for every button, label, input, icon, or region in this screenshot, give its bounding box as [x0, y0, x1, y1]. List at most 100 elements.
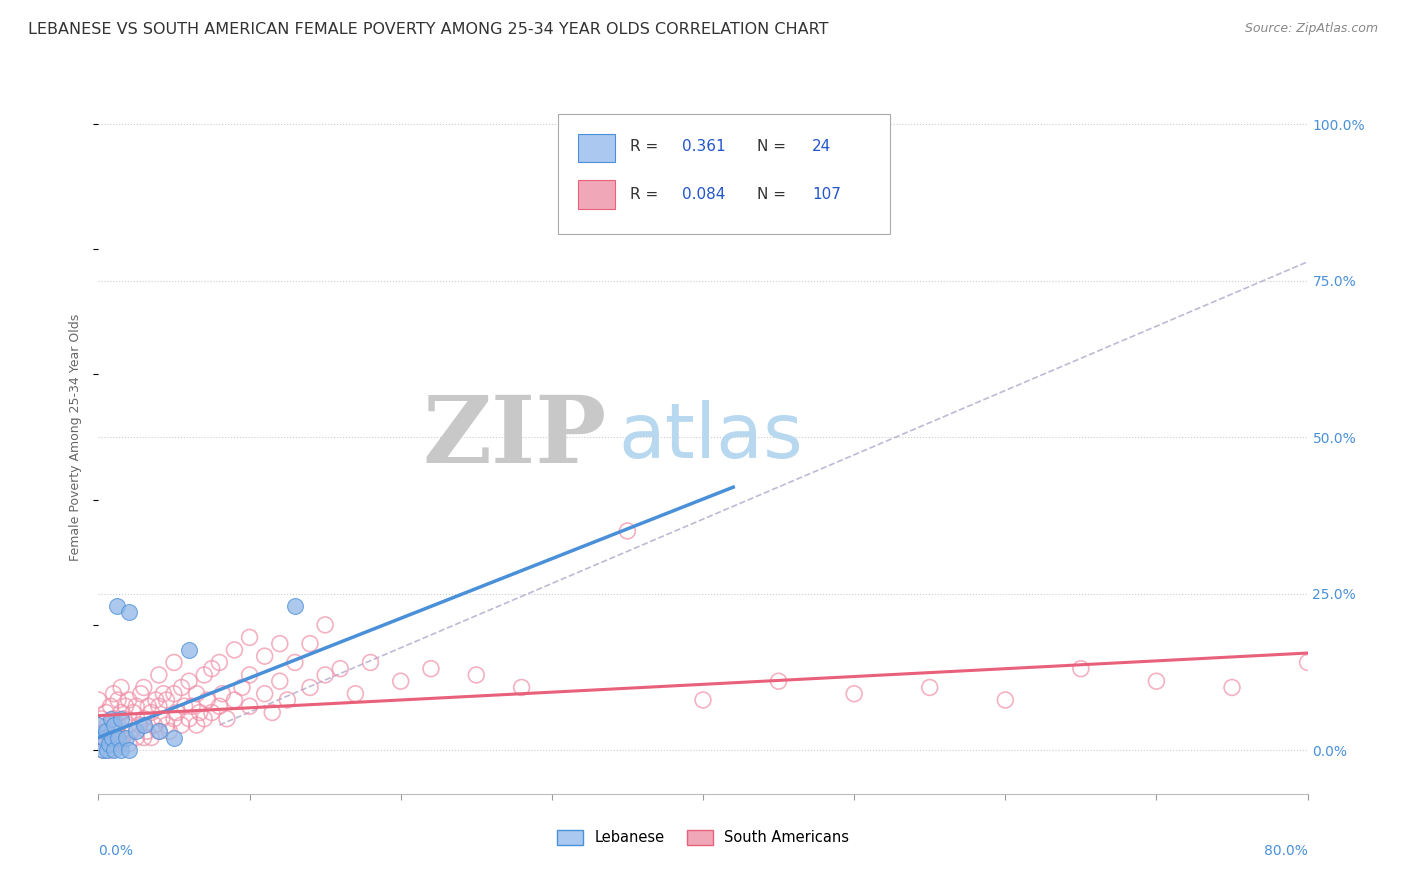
Point [179, 643, 201, 657]
Point [132, 731, 155, 745]
Point [103, 743, 125, 757]
Point [360, 656, 382, 670]
Point [103, 737, 125, 751]
Point [179, 712, 201, 726]
Point [96, 718, 118, 732]
Text: LEBANESE VS SOUTH AMERICAN FEMALE POVERTY AMONG 25-34 YEAR OLDS CORRELATION CHAR: LEBANESE VS SOUTH AMERICAN FEMALE POVERT… [28, 22, 828, 37]
Point [1070, 662, 1092, 676]
Text: R =: R = [630, 139, 658, 154]
Point [163, 712, 186, 726]
Point [103, 712, 125, 726]
Point [98, 737, 121, 751]
Legend: Lebanese, South Americans: Lebanese, South Americans [551, 823, 855, 851]
Point [314, 618, 336, 632]
Point [163, 656, 186, 670]
Point [110, 743, 132, 757]
Point [616, 524, 638, 538]
Point [181, 699, 204, 714]
Point [94, 737, 117, 751]
Point [101, 731, 124, 745]
Point [344, 687, 367, 701]
Point [276, 693, 298, 707]
Point [768, 674, 790, 689]
Point [103, 718, 125, 732]
Text: 80.0%: 80.0% [1264, 844, 1308, 858]
Point [148, 699, 170, 714]
Point [211, 687, 233, 701]
Point [186, 718, 208, 732]
Point [125, 731, 148, 745]
Point [159, 724, 181, 739]
Point [90, 712, 112, 726]
Point [994, 693, 1017, 707]
Point [314, 668, 336, 682]
Point [100, 712, 122, 726]
Text: N =: N = [758, 139, 786, 154]
Point [96, 743, 118, 757]
Point [224, 643, 246, 657]
Point [193, 668, 215, 682]
Point [143, 718, 166, 732]
Point [118, 743, 141, 757]
Point [1296, 656, 1319, 670]
Point [201, 662, 224, 676]
Point [692, 693, 714, 707]
Point [87, 693, 110, 707]
Point [118, 737, 141, 751]
Y-axis label: Female Poverty Among 25-34 Year Olds: Female Poverty Among 25-34 Year Olds [69, 313, 83, 561]
Point [163, 731, 186, 745]
Point [208, 699, 231, 714]
Point [195, 693, 218, 707]
Point [193, 712, 215, 726]
Point [231, 681, 253, 695]
Point [844, 687, 866, 701]
Text: 0.084: 0.084 [682, 187, 725, 202]
Point [284, 599, 307, 613]
Point [148, 724, 170, 739]
Point [112, 712, 135, 726]
Point [163, 687, 186, 701]
Point [110, 706, 132, 720]
Point [155, 718, 177, 732]
Point [170, 718, 193, 732]
Point [155, 693, 177, 707]
Point [269, 674, 291, 689]
Point [239, 631, 262, 645]
Point [129, 687, 152, 701]
Point [105, 731, 128, 745]
Point [111, 731, 134, 745]
Point [132, 712, 155, 726]
Point [136, 699, 159, 714]
Text: R =: R = [630, 187, 658, 202]
Point [389, 674, 412, 689]
Point [148, 724, 170, 739]
Point [108, 737, 131, 751]
Point [329, 662, 352, 676]
Text: 0.361: 0.361 [682, 139, 725, 154]
Point [118, 693, 141, 707]
Text: ZIP: ZIP [422, 392, 606, 482]
Point [121, 724, 143, 739]
Point [208, 656, 231, 670]
Point [110, 724, 132, 739]
Bar [578, 134, 614, 162]
Text: Source: ZipAtlas.com: Source: ZipAtlas.com [1244, 22, 1378, 36]
Point [253, 649, 276, 664]
Point [253, 687, 276, 701]
Point [110, 681, 132, 695]
Point [299, 681, 322, 695]
Point [114, 731, 136, 745]
Point [103, 687, 125, 701]
Point [94, 706, 117, 720]
Point [465, 668, 488, 682]
Point [918, 681, 941, 695]
Point [122, 706, 145, 720]
Text: 0.0%: 0.0% [98, 844, 134, 858]
Point [1144, 674, 1167, 689]
Point [188, 706, 211, 720]
Point [299, 637, 322, 651]
Point [91, 743, 114, 757]
Point [510, 681, 533, 695]
Point [141, 731, 163, 745]
Point [118, 718, 141, 732]
